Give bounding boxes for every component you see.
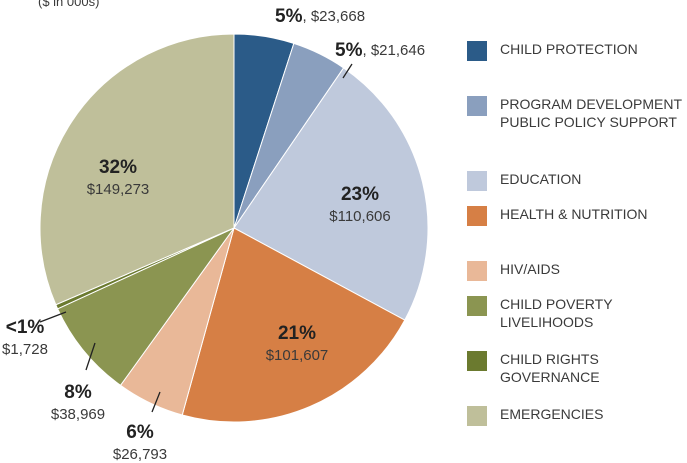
- value-label: $149,273: [87, 181, 150, 198]
- legend-swatch: [467, 351, 487, 371]
- legend-item: CHILD RIGHTS GOVERNANCE: [467, 350, 682, 386]
- legend-label: PROGRAM DEVELOPMENT PUBLIC POLICY SUPPOR…: [500, 96, 682, 130]
- value-label: $101,607: [266, 347, 329, 364]
- leader-line: [151, 391, 161, 413]
- legend-item: PROGRAM DEVELOPMENT PUBLIC POLICY SUPPOR…: [467, 95, 682, 131]
- legend-swatch: [467, 41, 487, 61]
- legend-label: EDUCATION: [500, 171, 582, 187]
- separator: ,: [302, 8, 310, 25]
- percent-label: 21%: [278, 323, 316, 344]
- subtitle: ($ in 000s): [38, 0, 100, 9]
- legend-label: HEALTH & NUTRITION: [500, 206, 648, 222]
- percent-label: 32%: [99, 157, 137, 178]
- percent-label: 8%: [64, 382, 92, 403]
- value-label: $1,728: [2, 341, 48, 358]
- legend-swatch: [467, 296, 487, 316]
- legend-item: CHILD PROTECTION: [467, 40, 682, 61]
- legend-item: EDUCATION: [467, 170, 682, 191]
- slice-label: 5%, $23,668: [275, 6, 365, 27]
- legend-swatch: [467, 406, 487, 426]
- legend-item: HIV/AIDS: [467, 260, 682, 281]
- pie-slice: [39, 33, 235, 306]
- percent-label: <1%: [6, 317, 45, 338]
- percent-label: 6%: [126, 422, 154, 443]
- percent-label: 5%: [275, 6, 303, 27]
- leader-line: [85, 342, 96, 371]
- legend-label: EMERGENCIES: [500, 406, 604, 422]
- legend-item: EMERGENCIES: [467, 405, 682, 426]
- legend-swatch: [467, 261, 487, 281]
- value-label: $23,668: [311, 8, 365, 25]
- separator: ,: [362, 42, 370, 59]
- slice-label: 5%, $21,646: [335, 40, 425, 61]
- value-label: $110,606: [329, 208, 390, 225]
- legend-label: CHILD POVERTY LIVELIHOODS: [500, 296, 613, 330]
- pie-slice: [233, 67, 429, 321]
- legend-swatch: [467, 96, 487, 116]
- pie-slice: [181, 227, 406, 423]
- legend-label: CHILD PROTECTION: [500, 41, 638, 57]
- pie-slice: [56, 226, 236, 387]
- pie: [39, 33, 429, 423]
- legend-item: HEALTH & NUTRITION: [467, 205, 682, 226]
- leader-line: [342, 63, 353, 79]
- value-label: $38,969: [51, 406, 105, 423]
- legend-label: CHILD RIGHTS GOVERNANCE: [500, 351, 600, 385]
- leaders: [39, 63, 353, 413]
- leader-line: [39, 311, 67, 323]
- value-label: $21,646: [371, 42, 425, 59]
- legend-swatch: [467, 171, 487, 191]
- percent-label: 5%: [335, 40, 363, 61]
- legend-label: HIV/AIDS: [500, 261, 560, 277]
- legend-swatch: [467, 206, 487, 226]
- legend-item: CHILD POVERTY LIVELIHOODS: [467, 295, 682, 331]
- percent-label: 23%: [341, 184, 379, 205]
- value-label: $26,793: [113, 446, 167, 463]
